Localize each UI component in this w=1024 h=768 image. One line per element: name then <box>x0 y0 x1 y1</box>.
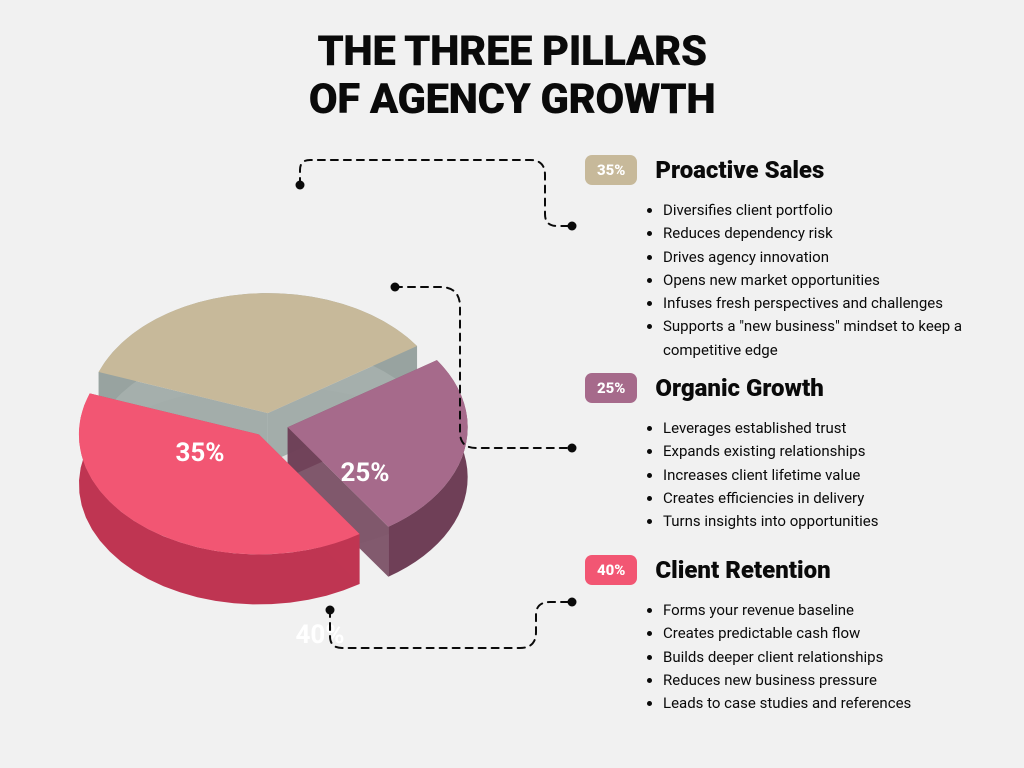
list-item: Opens new market opportunities <box>663 269 995 292</box>
bullets-organic-growth: Leverages established trust Expands exis… <box>663 417 995 533</box>
list-item: Drives agency innovation <box>663 246 995 269</box>
list-item: Infuses fresh perspectives and challenge… <box>663 292 995 315</box>
badge-35: 35% <box>585 155 637 185</box>
section-proactive-sales: 35% Proactive Sales Diversifies client p… <box>585 155 995 362</box>
list-item: Leverages established trust <box>663 417 995 440</box>
list-item: Creates predictable cash flow <box>663 622 995 645</box>
section-client-retention: 40% Client Retention Forms your revenue … <box>585 555 995 715</box>
list-item: Turns insights into opportunities <box>663 510 995 533</box>
list-item: Expands existing relationships <box>663 440 995 463</box>
list-item: Leads to case studies and references <box>663 692 995 715</box>
pie-label-25: 25% <box>340 458 389 488</box>
list-item: Forms your revenue baseline <box>663 599 995 622</box>
list-item: Supports a "new business" mindset to kee… <box>663 315 995 362</box>
pie-label-35: 35% <box>175 438 224 468</box>
list-item: Builds deeper client relationships <box>663 646 995 669</box>
title-line1: THE THREE PILLARS <box>317 27 706 76</box>
heading-client-retention: Client Retention <box>655 556 830 584</box>
heading-organic-growth: Organic Growth <box>655 374 823 402</box>
pie-label-40: 40% <box>295 620 344 650</box>
bullets-proactive-sales: Diversifies client portfolio Reduces dep… <box>663 199 995 362</box>
list-item: Creates efficiencies in delivery <box>663 487 995 510</box>
badge-25: 25% <box>585 373 637 403</box>
section-organic-growth: 25% Organic Growth Leverages established… <box>585 373 995 533</box>
badge-40: 40% <box>585 555 637 585</box>
list-item: Increases client lifetime value <box>663 464 995 487</box>
heading-proactive-sales: Proactive Sales <box>655 156 824 184</box>
title-line2: OF AGENCY GROWTH <box>309 75 715 124</box>
pie-chart: 35% 25% 40% <box>40 175 500 635</box>
list-item: Reduces dependency risk <box>663 222 995 245</box>
page-title: THE THREE PILLARS OF AGENCY GROWTH <box>0 28 1024 125</box>
list-item: Reduces new business pressure <box>663 669 995 692</box>
bullets-client-retention: Forms your revenue baseline Creates pred… <box>663 599 995 715</box>
list-item: Diversifies client portfolio <box>663 199 995 222</box>
